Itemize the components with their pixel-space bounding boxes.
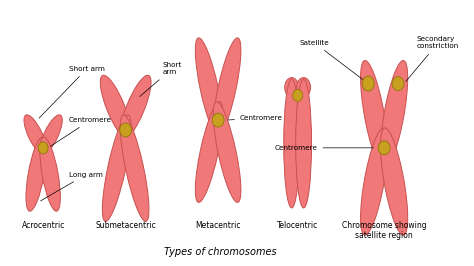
Ellipse shape [24,115,46,155]
Ellipse shape [378,141,390,155]
Ellipse shape [213,102,241,202]
Ellipse shape [195,38,223,139]
Text: Submetacentric: Submetacentric [95,221,156,230]
Ellipse shape [100,75,131,140]
Text: Secondary
constriction: Secondary constriction [406,36,459,81]
Ellipse shape [381,128,408,235]
Ellipse shape [120,75,151,140]
Ellipse shape [285,78,299,97]
Ellipse shape [120,123,132,137]
Text: Types of chromosomes: Types of chromosomes [164,247,276,257]
Text: Centromere: Centromere [228,115,283,121]
Ellipse shape [102,115,131,221]
Ellipse shape [296,79,311,208]
Ellipse shape [297,78,310,97]
Text: Centromere: Centromere [274,145,374,151]
Ellipse shape [361,60,388,168]
Ellipse shape [120,115,149,221]
Text: Acrocentric: Acrocentric [21,221,65,230]
Text: Chromosome showing
satellite region: Chromosome showing satellite region [342,221,427,240]
Ellipse shape [195,102,223,202]
Ellipse shape [361,128,388,235]
Text: Metacentric: Metacentric [195,221,241,230]
Ellipse shape [40,137,60,211]
Ellipse shape [38,142,48,154]
Ellipse shape [212,113,224,127]
Ellipse shape [213,38,241,139]
Text: Telocentric: Telocentric [277,221,318,230]
Text: Short
arm: Short arm [140,62,182,97]
Text: Satellite: Satellite [300,40,366,82]
Ellipse shape [392,77,404,90]
Ellipse shape [362,76,374,91]
Text: Long arm: Long arm [41,172,103,201]
Ellipse shape [284,79,300,208]
Text: Short arm: Short arm [39,66,105,118]
Ellipse shape [26,137,46,211]
Ellipse shape [292,89,302,101]
Ellipse shape [381,60,408,168]
Text: Centromere: Centromere [50,117,112,146]
Ellipse shape [40,115,62,155]
